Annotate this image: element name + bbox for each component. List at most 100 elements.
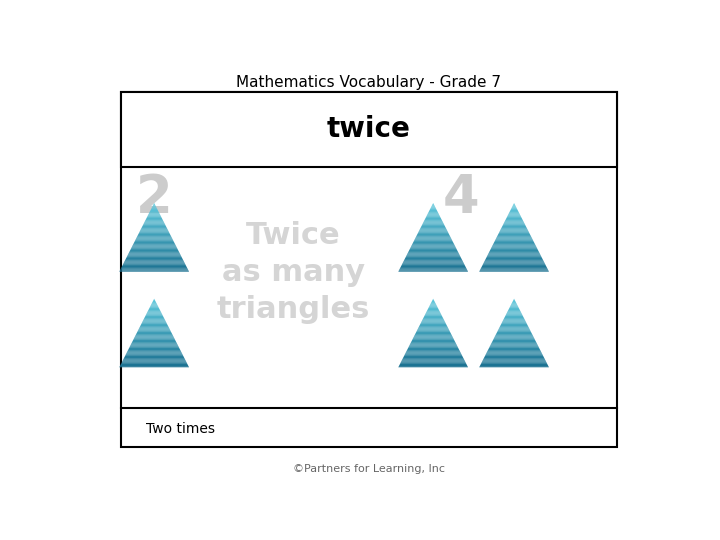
Polygon shape: [120, 269, 189, 271]
Polygon shape: [410, 345, 457, 346]
Polygon shape: [143, 224, 165, 225]
Polygon shape: [500, 231, 528, 232]
Polygon shape: [486, 353, 542, 354]
Polygon shape: [489, 347, 539, 348]
Polygon shape: [497, 236, 531, 238]
Polygon shape: [485, 259, 543, 260]
Polygon shape: [145, 219, 163, 220]
Polygon shape: [408, 251, 458, 252]
Polygon shape: [429, 210, 437, 211]
Polygon shape: [485, 354, 543, 355]
Polygon shape: [123, 358, 185, 359]
Polygon shape: [151, 303, 157, 305]
Polygon shape: [418, 233, 449, 234]
Polygon shape: [502, 321, 526, 323]
Polygon shape: [136, 333, 172, 334]
Polygon shape: [409, 250, 458, 251]
Polygon shape: [489, 251, 539, 252]
Polygon shape: [405, 354, 462, 355]
Text: twice: twice: [327, 115, 411, 143]
Polygon shape: [423, 222, 444, 224]
Polygon shape: [137, 236, 171, 238]
Polygon shape: [120, 268, 188, 269]
Polygon shape: [421, 225, 445, 226]
Polygon shape: [425, 314, 441, 315]
Polygon shape: [145, 220, 163, 221]
Polygon shape: [495, 240, 534, 241]
Polygon shape: [135, 334, 173, 335]
Polygon shape: [505, 219, 523, 220]
Polygon shape: [418, 328, 449, 329]
Polygon shape: [128, 253, 180, 254]
Polygon shape: [410, 249, 457, 250]
Polygon shape: [153, 300, 156, 301]
Polygon shape: [125, 356, 184, 357]
Polygon shape: [508, 309, 520, 310]
Polygon shape: [431, 303, 436, 305]
Polygon shape: [505, 220, 523, 221]
Polygon shape: [503, 318, 525, 319]
Polygon shape: [121, 363, 187, 364]
Polygon shape: [504, 221, 524, 222]
Polygon shape: [507, 215, 521, 217]
Text: Two times: Two times: [145, 422, 215, 436]
Polygon shape: [495, 241, 534, 242]
Polygon shape: [134, 242, 174, 243]
Polygon shape: [482, 359, 546, 360]
Polygon shape: [146, 218, 162, 219]
Polygon shape: [150, 209, 158, 210]
Polygon shape: [498, 329, 531, 330]
Polygon shape: [140, 325, 168, 326]
Polygon shape: [413, 336, 453, 338]
Polygon shape: [417, 329, 449, 330]
Polygon shape: [122, 266, 186, 267]
Polygon shape: [498, 330, 531, 332]
Polygon shape: [492, 341, 536, 342]
Polygon shape: [480, 271, 549, 272]
Polygon shape: [500, 230, 528, 231]
Polygon shape: [132, 246, 177, 248]
Polygon shape: [485, 260, 544, 261]
Polygon shape: [138, 235, 171, 236]
Polygon shape: [511, 207, 517, 209]
Polygon shape: [501, 227, 527, 228]
Polygon shape: [148, 213, 160, 214]
Polygon shape: [398, 271, 468, 272]
Polygon shape: [137, 332, 171, 333]
Polygon shape: [499, 232, 529, 233]
Polygon shape: [483, 358, 545, 359]
Polygon shape: [406, 352, 461, 353]
Polygon shape: [490, 345, 538, 346]
Polygon shape: [141, 228, 168, 230]
Polygon shape: [510, 307, 518, 308]
Polygon shape: [509, 308, 519, 309]
Polygon shape: [418, 232, 449, 233]
Polygon shape: [120, 366, 189, 367]
Polygon shape: [484, 261, 544, 262]
Polygon shape: [480, 364, 548, 365]
Polygon shape: [512, 206, 516, 207]
Polygon shape: [127, 350, 181, 352]
Polygon shape: [129, 348, 180, 349]
Polygon shape: [498, 234, 531, 235]
Polygon shape: [153, 203, 155, 204]
Polygon shape: [509, 212, 519, 213]
Polygon shape: [503, 225, 526, 226]
Polygon shape: [407, 253, 459, 254]
Polygon shape: [427, 214, 440, 215]
Polygon shape: [415, 334, 451, 335]
Polygon shape: [135, 239, 173, 240]
FancyBboxPatch shape: [121, 92, 617, 167]
Polygon shape: [150, 305, 158, 306]
Polygon shape: [400, 362, 466, 363]
Polygon shape: [416, 235, 450, 236]
Text: 4: 4: [443, 172, 480, 224]
Polygon shape: [487, 350, 541, 352]
Polygon shape: [143, 319, 165, 320]
Polygon shape: [399, 365, 467, 366]
Polygon shape: [510, 305, 518, 306]
Polygon shape: [410, 248, 456, 249]
Polygon shape: [513, 301, 516, 302]
Polygon shape: [419, 230, 447, 231]
Polygon shape: [495, 336, 534, 338]
